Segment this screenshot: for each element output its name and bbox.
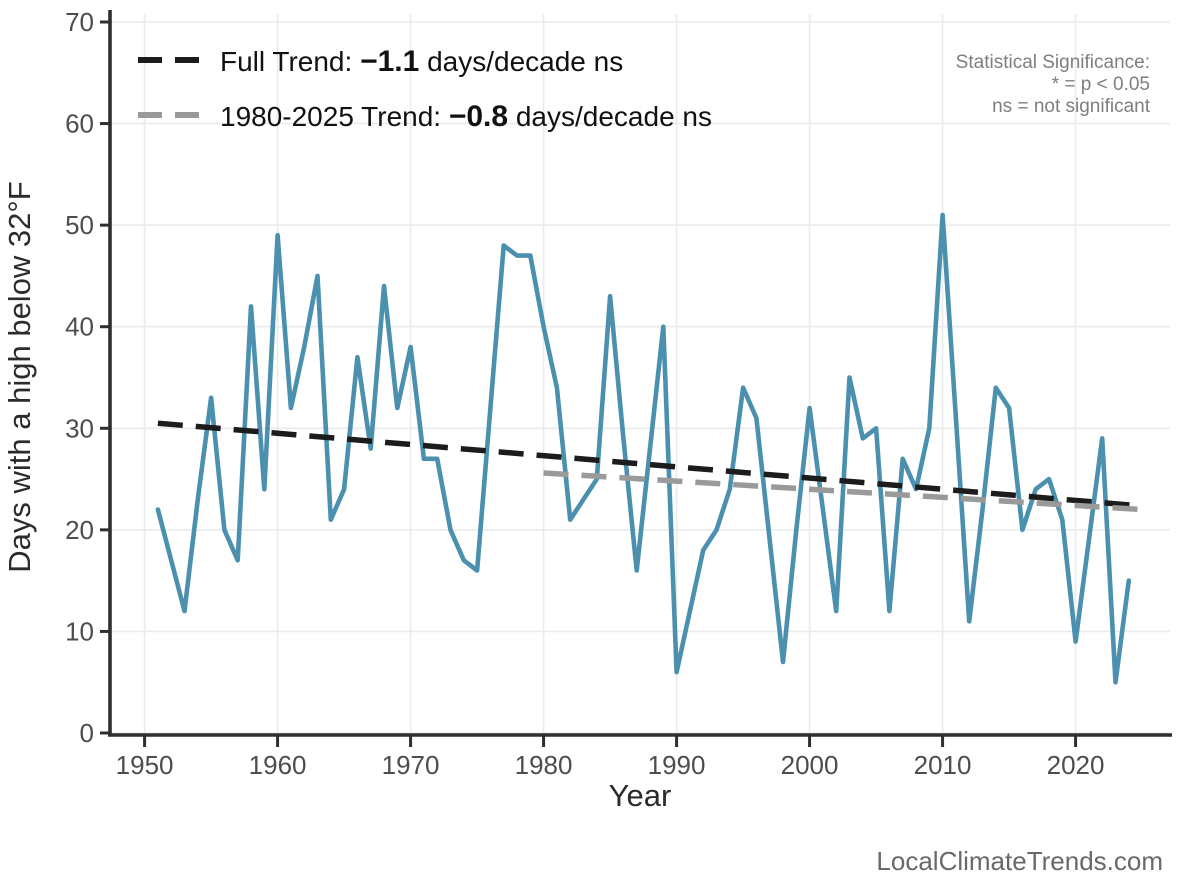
recent-trend-legend-suffix: days/decade ns — [508, 101, 712, 132]
y-axis-title: Days with a high below 32°F — [2, 181, 37, 572]
x-tick-label-2020: 2020 — [1047, 750, 1105, 780]
significance-note-line1: Statistical Significance: — [956, 52, 1150, 73]
y-tick-label-20: 20 — [65, 515, 94, 545]
full-trend-legend-suffix: days/decade ns — [419, 46, 623, 77]
x-axis-title: Year — [609, 778, 672, 813]
x-tick-label-1950: 1950 — [116, 750, 174, 780]
y-tick-label-0: 0 — [80, 718, 94, 748]
trend-lines — [157, 420, 1143, 513]
significance-note-line2: * = p < 0.05 — [1052, 74, 1150, 95]
trend-line-1 — [543, 470, 1143, 513]
significance-note: Statistical Significance: * = p < 0.05 n… — [956, 52, 1151, 117]
recent-trend-legend-label: 1980-2025 Trend: −0.8 days/decade ns — [220, 100, 712, 133]
y-tick-label-50: 50 — [65, 210, 94, 240]
full-trend-legend-prefix: Full Trend: — [220, 46, 360, 77]
full-trend-legend-value: −1.1 — [360, 45, 419, 78]
y-tick-label-70: 70 — [65, 7, 94, 37]
series-path-0 — [155, 212, 1132, 685]
x-tick-label-1970: 1970 — [382, 750, 440, 780]
x-tick-label-2000: 2000 — [781, 750, 839, 780]
significance-note-line3: ns = not significant — [992, 96, 1151, 117]
watermark: LocalClimateTrends.com — [876, 846, 1163, 876]
y-tick-label-10: 10 — [65, 616, 94, 646]
recent-trend-legend-prefix: 1980-2025 Trend: — [220, 101, 449, 132]
x-tick-label-1990: 1990 — [648, 750, 706, 780]
x-tick-label-1980: 1980 — [515, 750, 573, 780]
x-tick-label-1960: 1960 — [249, 750, 307, 780]
trend-line-0 — [157, 420, 1136, 509]
full-trend-legend-label: Full Trend: −1.1 days/decade ns — [220, 45, 623, 78]
y-tick-label-60: 60 — [65, 109, 94, 139]
y-tick-label-30: 30 — [65, 413, 94, 443]
recent-trend-legend-value: −0.8 — [449, 100, 508, 133]
legend: Full Trend: −1.1 days/decade ns 1980-202… — [138, 45, 712, 133]
data-series-line — [155, 212, 1132, 685]
y-tick-label-40: 40 — [65, 312, 94, 342]
x-tick-label-2010: 2010 — [914, 750, 972, 780]
axes: 0 10 20 30 40 50 60 70 1950 1960 1970 1980 1990 2000 2… — [65, 7, 1172, 780]
